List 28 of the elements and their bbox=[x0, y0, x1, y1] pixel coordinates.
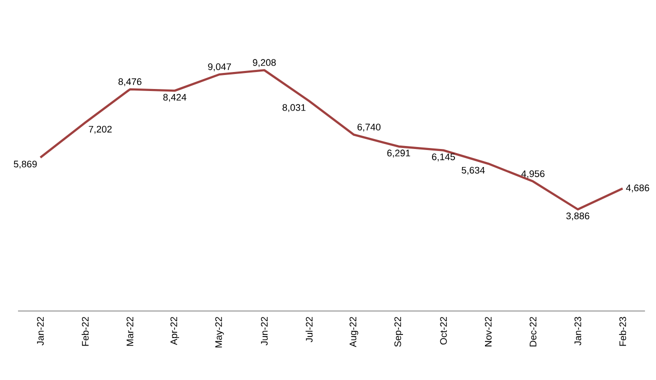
data-label: 9,208 bbox=[252, 59, 276, 68]
data-label: 9,047 bbox=[208, 63, 231, 72]
data-label: 4,686 bbox=[626, 184, 650, 192]
data-label: 6,740 bbox=[358, 124, 380, 132]
x-tick-label: Nov-22 bbox=[484, 316, 492, 346]
x-tick-label: Mar-22 bbox=[126, 316, 134, 346]
data-label: 5,869 bbox=[14, 160, 37, 169]
x-tick-label: Jan-22 bbox=[37, 316, 44, 346]
x-tick-label: Aug-22 bbox=[350, 316, 358, 348]
x-tick-label: Feb-23 bbox=[619, 316, 626, 346]
data-label: 5,634 bbox=[462, 166, 485, 175]
x-tick-label: Oct-22 bbox=[440, 316, 447, 345]
data-label: 4,956 bbox=[521, 170, 544, 178]
data-label: 3,886 bbox=[566, 212, 590, 220]
data-label: 6,145 bbox=[432, 153, 455, 162]
x-tick-label: Jul-22 bbox=[306, 316, 313, 342]
data-label: 8,031 bbox=[282, 104, 306, 112]
x-tick-label: Feb-22 bbox=[82, 316, 89, 346]
data-label: 7,202 bbox=[88, 126, 112, 134]
x-tick-label: Jun-22 bbox=[260, 316, 268, 346]
x-tick-label: Jan-23 bbox=[574, 316, 582, 346]
data-label: 8,476 bbox=[118, 78, 142, 86]
data-label: 6,291 bbox=[387, 150, 410, 158]
x-tick-label: Dec-22 bbox=[530, 316, 536, 346]
x-tick-label: Apr-22 bbox=[170, 316, 180, 345]
data-label: 8,424 bbox=[163, 94, 186, 102]
x-tick-label: May-22 bbox=[215, 316, 224, 348]
x-tick-label: Sep-22 bbox=[394, 316, 403, 347]
